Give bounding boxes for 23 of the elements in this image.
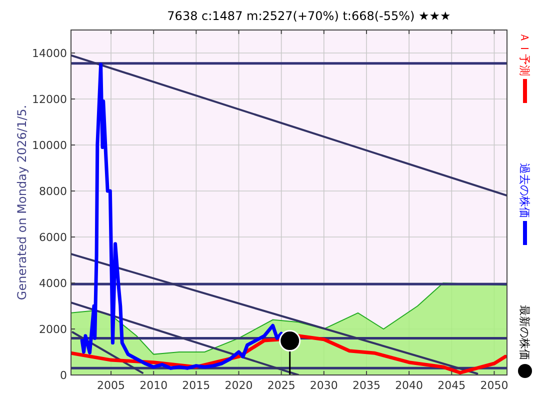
x-tick-label: 2030 xyxy=(310,379,338,392)
y-tick-label: 8000 xyxy=(39,185,67,198)
x-tick-label: 2020 xyxy=(224,379,253,392)
text: ＡＩ予測 xyxy=(518,32,531,76)
x-tick-label: 2050 xyxy=(480,379,508,392)
text: 過去の株価 xyxy=(518,163,531,218)
x-tick-label: 2040 xyxy=(395,379,424,392)
y-tick-label: 4000 xyxy=(39,277,67,290)
x-tick-label: 2025 xyxy=(267,379,296,392)
x-tick-label: 2010 xyxy=(140,379,168,392)
y-tick-label: 14000 xyxy=(32,47,67,60)
x-tick-label: 2035 xyxy=(352,379,380,392)
y-tick-label: 10000 xyxy=(32,139,67,152)
x-tick-label: 2045 xyxy=(438,379,466,392)
x-tick-label: 2015 xyxy=(182,379,210,392)
x-tick-label: 2005 xyxy=(97,379,126,392)
y-tick-label: 0 xyxy=(60,369,67,382)
text: Generated on Monday 2026/1/5. xyxy=(15,104,29,300)
y-tick-label: 12000 xyxy=(32,93,67,106)
text: 最新の株価 xyxy=(518,305,531,360)
y-tick-label: 6000 xyxy=(39,231,67,244)
y-tick-label: 2000 xyxy=(39,323,67,336)
chart-title: 7638 c:1487 m:2527(+70%) t:668(-55%) ★★★ xyxy=(167,9,451,23)
